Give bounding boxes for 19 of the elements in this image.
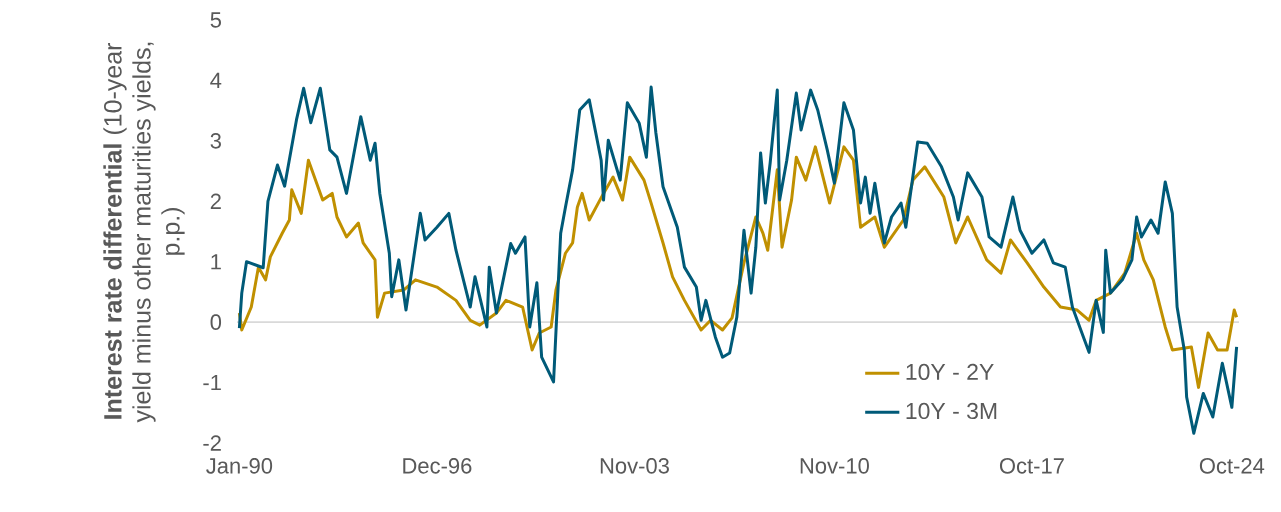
y-tick-label: -2: [203, 435, 221, 451]
y-tick-label: 4: [210, 72, 222, 88]
x-tick-label: Oct-17: [999, 458, 1064, 474]
line-series: [237, 85, 1239, 435]
x-tick-label: Oct-24: [1199, 458, 1265, 474]
y-tick-label: 5: [210, 12, 221, 28]
y-tick-label: -1: [203, 375, 221, 391]
x-tick-label: Dec-96: [403, 458, 472, 474]
x-tick-label: Nov-10: [800, 458, 869, 474]
y-axis-title: Interest rate differential (10-year yield minus other maturities yields, p.p.): [103, 42, 185, 423]
y-tick-label: 0: [210, 314, 222, 330]
legend-label: 10Y - 3M: [906, 402, 997, 420]
legend-label: 10Y - 2Y: [906, 363, 994, 381]
line-series: [237, 145, 1239, 389]
y-tick-label: 3: [210, 133, 221, 149]
x-tick-label: Jan-90: [206, 458, 273, 474]
x-tick-label: Nov-03: [600, 458, 669, 474]
y-tick-label: 2: [210, 193, 221, 209]
y-tick-label: 1: [211, 254, 221, 270]
